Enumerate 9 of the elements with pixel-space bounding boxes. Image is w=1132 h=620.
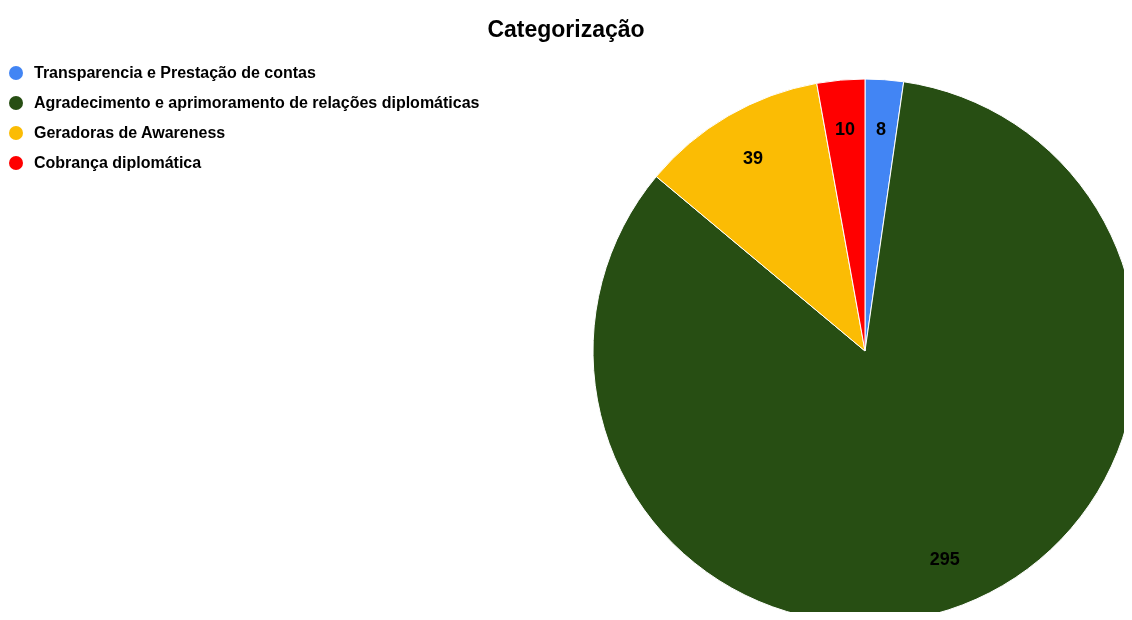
- data-label: 39: [742, 148, 763, 169]
- legend-label: Transparencia e Prestação de contas: [34, 64, 316, 82]
- legend-label: Geradoras de Awareness: [34, 124, 226, 142]
- data-label: 295: [929, 549, 960, 570]
- chart-title: Categorização: [486, 16, 646, 43]
- data-label: 8: [875, 118, 886, 139]
- legend-label: Cobrança diplomática: [34, 154, 202, 172]
- legend-label: Agradecimento e aprimoramento de relações diplomáticas: [34, 94, 480, 112]
- data-label: 10: [835, 118, 856, 139]
